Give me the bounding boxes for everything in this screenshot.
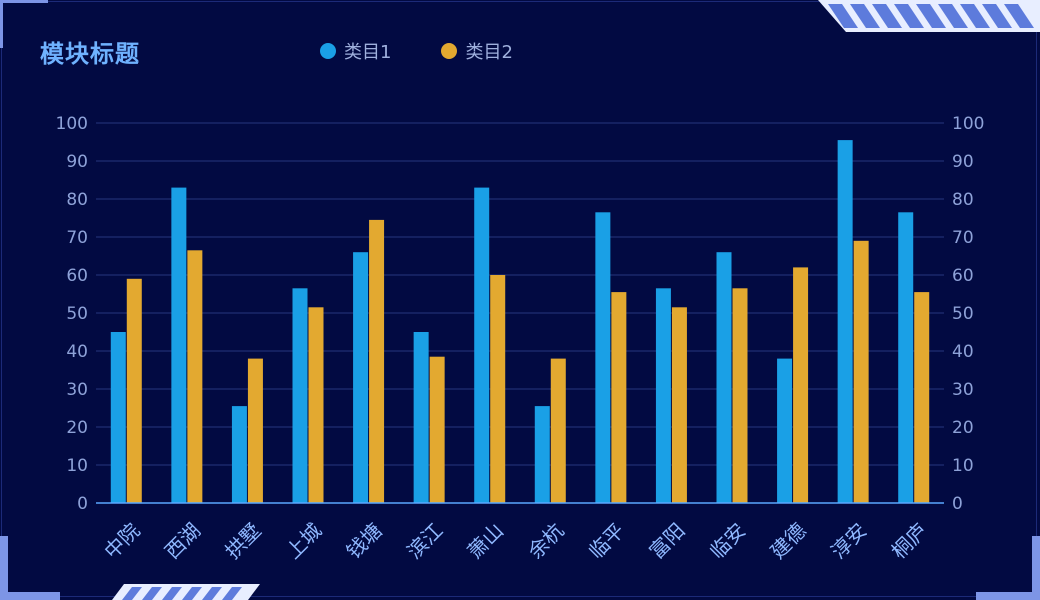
x-tick-label: 钱塘 — [342, 518, 387, 563]
bar-1 — [292, 288, 308, 503]
bar-1 — [655, 288, 671, 503]
legend-item-series-1[interactable]: 类目1 — [320, 38, 391, 64]
bar-2 — [126, 278, 142, 503]
x-axis-labels: 中院 西湖 拱墅 上城 钱塘 滨江 萧山 余杭 临平 富阳 临安 建德 淳安 桐庐 — [99, 518, 932, 563]
bar-1 — [171, 187, 187, 503]
y-tick-label-left: 40 — [66, 342, 88, 362]
y-tick-label-right: 20 — [952, 418, 974, 438]
bar-2 — [429, 356, 445, 503]
legend-dot-series-2 — [441, 43, 458, 59]
y-tick-label-right: 100 — [952, 114, 984, 134]
legend: 类目1 类目2 — [320, 38, 513, 64]
x-tick-label: 西湖 — [160, 518, 205, 563]
y-tick-label-right: 80 — [952, 190, 974, 210]
bar-1 — [777, 358, 793, 503]
x-tick-label: 上城 — [281, 518, 326, 563]
legend-label-series-2: 类目2 — [465, 42, 513, 63]
x-tick-label: 滨江 — [402, 518, 447, 563]
y-tick-label-right: 40 — [952, 342, 974, 362]
bar-1 — [534, 406, 550, 503]
bar-1 — [716, 252, 732, 503]
x-tick-label: 临平 — [584, 518, 629, 563]
x-tick-label: 萧山 — [463, 518, 508, 563]
y-tick-label-left: 80 — [66, 190, 88, 210]
bar-1 — [231, 406, 247, 503]
y-tick-label-right: 70 — [952, 228, 974, 248]
decor-top-right-stripes — [818, 0, 1040, 32]
bar-2 — [187, 250, 203, 503]
y-tick-label-left: 10 — [66, 456, 88, 476]
grid-lines — [96, 122, 944, 466]
y-tick-label-left: 0 — [77, 494, 88, 514]
x-tick-label: 中院 — [99, 518, 144, 563]
y-tick-label-right: 60 — [952, 266, 974, 286]
bar-2 — [611, 292, 627, 503]
y-tick-label-right: 90 — [952, 152, 974, 172]
y-tick-label-right: 10 — [952, 456, 974, 476]
x-tick-label: 拱墅 — [220, 518, 265, 563]
bar-1 — [110, 332, 126, 503]
bar-2 — [732, 288, 748, 503]
bar-1 — [353, 252, 369, 503]
bar-2 — [308, 307, 324, 503]
y-tick-label-left: 20 — [66, 418, 88, 438]
y-tick-label-left: 60 — [66, 266, 88, 286]
y-tick-label-right: 30 — [952, 380, 974, 400]
bar-1 — [898, 212, 914, 504]
y-axis-right: 0 10 20 30 40 50 60 70 80 90 100 — [952, 114, 984, 514]
bar-2 — [914, 292, 930, 503]
y-tick-label-left: 90 — [66, 152, 88, 172]
legend-label-series-1: 类目1 — [344, 42, 392, 63]
y-tick-label-right: 50 — [952, 304, 974, 324]
bar-2 — [853, 240, 869, 504]
bar-1 — [595, 212, 611, 504]
bars — [110, 140, 930, 504]
bar-2 — [247, 358, 263, 503]
bar-1 — [837, 140, 853, 503]
panel-title: 模块标题 — [40, 40, 140, 68]
x-tick-label: 淳安 — [826, 518, 871, 563]
decor-bottom-left-stripes — [112, 584, 260, 600]
x-tick-label: 建德 — [766, 518, 811, 563]
x-tick-label: 临安 — [705, 518, 750, 563]
bar-2 — [550, 358, 566, 503]
y-tick-label-left: 70 — [66, 228, 88, 248]
y-axis-left: 0 10 20 30 40 50 60 70 80 90 100 — [56, 114, 88, 514]
bar-1 — [474, 187, 490, 503]
y-tick-label-left: 30 — [66, 380, 88, 400]
bar-2 — [369, 219, 385, 503]
x-tick-label: 桐庐 — [887, 518, 932, 563]
bar-2 — [793, 267, 809, 503]
bar-1 — [413, 332, 429, 503]
bar-2 — [671, 307, 687, 503]
x-tick-label: 富阳 — [644, 518, 689, 563]
y-tick-label-right: 0 — [952, 494, 963, 514]
y-tick-label-left: 100 — [56, 114, 88, 134]
y-tick-label-left: 50 — [66, 304, 88, 324]
bar-2 — [490, 275, 506, 503]
x-tick-label: 余杭 — [523, 518, 568, 563]
legend-dot-series-1 — [320, 43, 336, 59]
legend-item-series-2[interactable]: 类目2 — [441, 38, 513, 64]
